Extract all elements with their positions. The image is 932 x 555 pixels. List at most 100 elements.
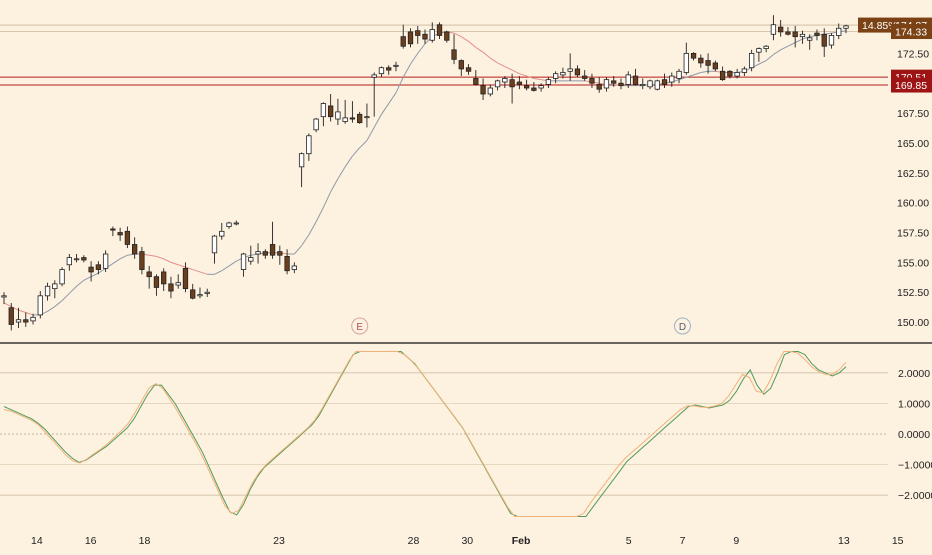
candle-body-bullish[interactable] — [211, 235, 218, 254]
candle-body-bearish[interactable] — [727, 70, 733, 77]
candle-body-bullish[interactable] — [44, 285, 51, 297]
candle-body-bullish[interactable] — [30, 316, 36, 322]
candle-body-bullish[interactable] — [306, 135, 312, 155]
candle-body-bearish[interactable] — [436, 24, 443, 36]
candle-body-bearish[interactable] — [132, 244, 138, 255]
candle-body-bullish[interactable] — [734, 72, 740, 77]
candle-body-bearish[interactable] — [284, 256, 290, 272]
candle-body-bearish[interactable] — [792, 31, 798, 38]
candle-body-bearish[interactable] — [95, 264, 102, 270]
candle-body-bullish[interactable] — [567, 68, 573, 72]
candle-body-bearish[interactable] — [23, 319, 29, 323]
candle-body-bullish[interactable] — [226, 222, 232, 227]
candle-body-bullish[interactable] — [320, 103, 327, 118]
candle-body-bullish[interactable] — [240, 253, 247, 270]
candle-body-bullish[interactable] — [393, 64, 399, 67]
candle-body-bearish[interactable] — [458, 60, 464, 70]
candle-body-bullish[interactable] — [371, 74, 377, 78]
candle-body-bearish[interactable] — [618, 82, 624, 87]
candle-body-bearish[interactable] — [168, 283, 174, 292]
candle-body-bullish[interactable] — [647, 80, 653, 88]
candle-body-bullish[interactable] — [66, 257, 72, 266]
candle-body-bearish[interactable] — [88, 266, 94, 273]
candle-body-bearish[interactable] — [611, 80, 617, 84]
candle-body-bullish[interactable] — [52, 283, 58, 290]
candle-body-bullish[interactable] — [15, 319, 22, 323]
candle-body-bullish[interactable] — [59, 269, 65, 285]
candle-body-bullish[interactable] — [494, 80, 501, 88]
candle-body-bullish[interactable] — [364, 116, 370, 119]
candle-body-bearish[interactable] — [785, 31, 791, 35]
candle-body-bearish[interactable] — [407, 31, 414, 45]
candle-body-bearish[interactable] — [661, 79, 668, 85]
candle-body-bearish[interactable] — [146, 271, 152, 278]
candle-body-bullish[interactable] — [102, 253, 109, 269]
candle-body-bullish[interactable] — [378, 67, 385, 75]
candle-body-bearish[interactable] — [124, 230, 131, 245]
candle-body-bullish[interactable] — [73, 258, 80, 261]
candle-body-bearish[interactable] — [139, 251, 145, 270]
candle-body-bullish[interactable] — [807, 37, 813, 41]
candle-body-bullish[interactable] — [429, 29, 435, 41]
candle-body-bearish[interactable] — [480, 85, 486, 95]
candle-body-bullish[interactable] — [298, 153, 305, 168]
candle-body-bearish[interactable] — [582, 75, 588, 79]
candle-body-bullish[interactable] — [843, 25, 849, 29]
candle-body-bullish[interactable] — [669, 75, 675, 83]
candle-body-bullish[interactable] — [560, 72, 566, 76]
candle-body-bullish[interactable] — [654, 80, 660, 90]
candle-body-bullish[interactable] — [545, 79, 552, 85]
candle-body-bearish[interactable] — [821, 33, 827, 47]
candle-body-bearish[interactable] — [473, 78, 479, 85]
candle-body-bullish[interactable] — [291, 265, 297, 270]
event-marker-e-circle[interactable] — [351, 317, 369, 335]
candle-body-bearish[interactable] — [81, 257, 87, 261]
candle-body-bearish[interactable] — [190, 289, 196, 299]
candle-body-bullish[interactable] — [342, 117, 348, 122]
candle-body-bullish[interactable] — [219, 230, 225, 237]
candle-body-bullish[interactable] — [37, 295, 43, 316]
candle-body-bearish[interactable] — [698, 57, 704, 64]
candle-body-bearish[interactable] — [814, 32, 820, 36]
event-marker-e-label[interactable]: E — [356, 322, 363, 333]
candle-body-bearish[interactable] — [182, 267, 189, 290]
candle-body-bullish[interactable] — [175, 282, 181, 286]
candle-body-bullish[interactable] — [553, 73, 559, 79]
candle-body-bullish[interactable] — [625, 74, 631, 85]
candle-body-bullish[interactable] — [233, 222, 239, 225]
candle-body-bullish[interactable] — [741, 68, 748, 73]
candle-body-bearish[interactable] — [117, 232, 123, 236]
candle-body-bearish[interactable] — [110, 228, 116, 231]
candle-body-bullish[interactable] — [1, 295, 7, 298]
candle-body-bearish[interactable] — [451, 49, 457, 60]
candle-body-bearish[interactable] — [386, 67, 392, 71]
candle-body-bullish[interactable] — [204, 291, 210, 294]
candle-body-bullish[interactable] — [683, 52, 689, 73]
candle-body-bearish[interactable] — [516, 81, 523, 85]
candle-body-bullish[interactable] — [335, 111, 341, 120]
candle-body-bullish[interactable] — [836, 27, 842, 36]
candle-body-bearish[interactable] — [690, 52, 697, 59]
candle-body-bearish[interactable] — [357, 113, 363, 124]
candles-layer[interactable] — [1, 15, 849, 331]
candle-body-bearish[interactable] — [153, 276, 160, 288]
candle-body-bearish[interactable] — [523, 85, 530, 89]
candle-body-bullish[interactable] — [248, 257, 254, 262]
candle-body-bullish[interactable] — [538, 85, 544, 89]
candle-body-bearish[interactable] — [422, 33, 428, 40]
event-marker-d-label[interactable]: D — [679, 322, 686, 333]
candle-body-bearish[interactable] — [596, 84, 602, 90]
candle-body-bullish[interactable] — [763, 45, 769, 50]
candle-body-bearish[interactable] — [719, 70, 726, 81]
candle-body-bearish[interactable] — [415, 30, 421, 36]
candle-body-bullish[interactable] — [676, 70, 682, 79]
candle-body-bullish[interactable] — [640, 84, 646, 87]
candle-body-bearish[interactable] — [778, 26, 784, 33]
candle-body-bullish[interactable] — [799, 33, 806, 38]
candle-body-bearish[interactable] — [712, 62, 718, 70]
candle-body-bearish[interactable] — [632, 75, 639, 85]
candle-body-bullish[interactable] — [770, 24, 777, 35]
candle-body-bearish[interactable] — [277, 251, 283, 256]
candle-body-bearish[interactable] — [327, 105, 334, 118]
